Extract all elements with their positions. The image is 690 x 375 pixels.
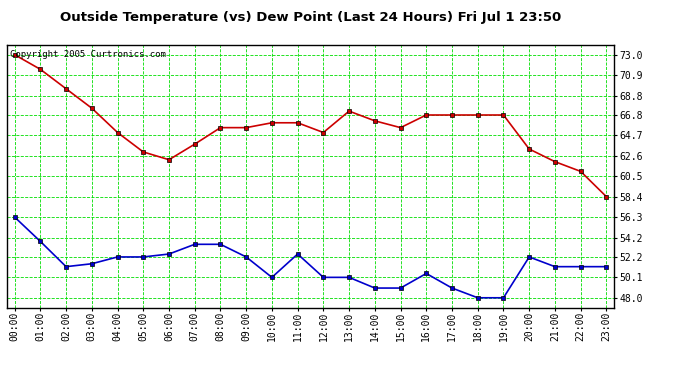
Text: Outside Temperature (vs) Dew Point (Last 24 Hours) Fri Jul 1 23:50: Outside Temperature (vs) Dew Point (Last… [60, 11, 561, 24]
Text: Copyright 2005 Curtronics.com: Copyright 2005 Curtronics.com [10, 50, 166, 59]
